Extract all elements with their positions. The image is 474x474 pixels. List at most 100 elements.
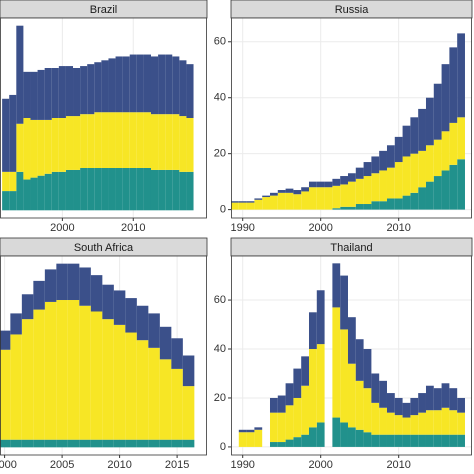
y-tick-label: 0 (220, 204, 226, 216)
y-tick-label: 0 (220, 441, 226, 453)
bar-segment (159, 326, 172, 360)
panel-border (231, 255, 472, 456)
bar-segment (418, 412, 426, 435)
bar-segment (457, 434, 465, 447)
bar-segment (238, 201, 247, 203)
bar-segment (355, 339, 364, 381)
bar-segment (441, 434, 450, 447)
bar-segment (182, 386, 195, 440)
bar-segment (308, 187, 317, 210)
bar-segment (56, 439, 68, 448)
bar-segment (171, 439, 183, 448)
bar-segment (324, 187, 333, 210)
bar-segment (402, 402, 411, 418)
panel-border (231, 17, 472, 219)
bar-segment (386, 412, 395, 435)
bar-segment (355, 429, 364, 447)
bar-segment (363, 176, 372, 205)
bar-segment (246, 429, 255, 433)
bar-segment (449, 434, 458, 447)
bar-segment (159, 359, 172, 440)
bar-segment (449, 164, 458, 210)
bar-segment (113, 324, 126, 440)
x-tick-label: 2010 (386, 222, 410, 234)
bar-segment (386, 145, 395, 168)
bar-segment (379, 434, 387, 447)
bar-segment (386, 434, 395, 447)
bar-segment (108, 168, 116, 211)
bar-segment (457, 412, 465, 435)
x-tick-label: 2010 (386, 459, 410, 471)
y-tick-label: 60 (214, 294, 226, 306)
bar-segment (136, 54, 144, 113)
bar-segment (172, 169, 180, 211)
bar-segment (65, 169, 74, 211)
bar-segment (87, 64, 95, 115)
bar-segment (246, 432, 255, 447)
bar-segment (10, 439, 22, 448)
bar-segment (308, 181, 317, 188)
x-tick-label: 2000 (0, 459, 17, 471)
bar-segment (80, 168, 88, 211)
bar-segment (101, 168, 109, 211)
bar-segment (316, 344, 325, 423)
bar-segment (371, 402, 380, 435)
bar-segment (355, 178, 364, 205)
bar-segment (16, 25, 24, 124)
bar-segment (158, 54, 166, 115)
y-tick-label: 60 (214, 36, 226, 48)
bar-segment (425, 434, 434, 447)
bar-segment (254, 429, 263, 447)
x-tick-label: 1990 (230, 222, 254, 234)
bar-segment (262, 195, 270, 198)
bar-segment (172, 114, 180, 170)
bar-segment (293, 437, 302, 447)
bar-segment (80, 114, 88, 168)
bar-segment (433, 388, 442, 411)
bar-segment (101, 112, 109, 168)
bar-segment (2, 98, 10, 172)
bar-segment (23, 179, 31, 211)
bar-segment (0, 439, 11, 448)
bar-segment (115, 112, 123, 168)
bar-segment (238, 429, 247, 433)
bar-segment (394, 162, 403, 199)
bar-segment (457, 117, 465, 160)
bar-segment (73, 116, 81, 170)
bar-segment (44, 301, 57, 440)
bar-segment (332, 208, 341, 210)
bar-segment (308, 312, 317, 350)
bar-segment (363, 349, 372, 389)
bar-segment (363, 204, 372, 210)
bar-segment (379, 407, 387, 435)
bar-segment (293, 397, 302, 438)
bar-segment (425, 145, 434, 182)
bar-segment (150, 56, 159, 115)
bar-segment (379, 380, 387, 408)
strip-title: Russia (335, 4, 370, 16)
bar-segment (269, 412, 278, 443)
bar-segment (285, 405, 294, 440)
bar-segment (386, 393, 395, 413)
bar-segment (125, 298, 137, 333)
bar-segment (285, 439, 294, 447)
bar-segment (165, 114, 173, 170)
bar-segment (2, 191, 10, 211)
bar-segment (355, 204, 364, 210)
bar-segment (44, 269, 57, 302)
bar-segment (363, 388, 372, 433)
bar-segment (44, 173, 52, 211)
bar-segment (371, 434, 380, 447)
bar-segment (386, 198, 395, 210)
bar-segment (293, 190, 302, 195)
strip-title: South Africa (74, 242, 134, 254)
bar-segment (254, 198, 263, 200)
bar-segment (316, 187, 325, 210)
bar-segment (410, 397, 419, 416)
bar-segment (179, 171, 187, 211)
bar-segment (402, 195, 411, 210)
x-tick-label: 2005 (50, 459, 74, 471)
bar-segment (355, 380, 364, 430)
bar-segment (418, 393, 426, 413)
